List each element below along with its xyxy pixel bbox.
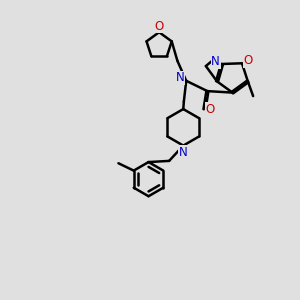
Text: N: N bbox=[176, 71, 185, 84]
Text: N: N bbox=[179, 146, 188, 159]
Text: O: O bbox=[154, 20, 164, 33]
Text: N: N bbox=[211, 55, 220, 68]
Text: O: O bbox=[206, 103, 215, 116]
Text: O: O bbox=[243, 54, 253, 68]
